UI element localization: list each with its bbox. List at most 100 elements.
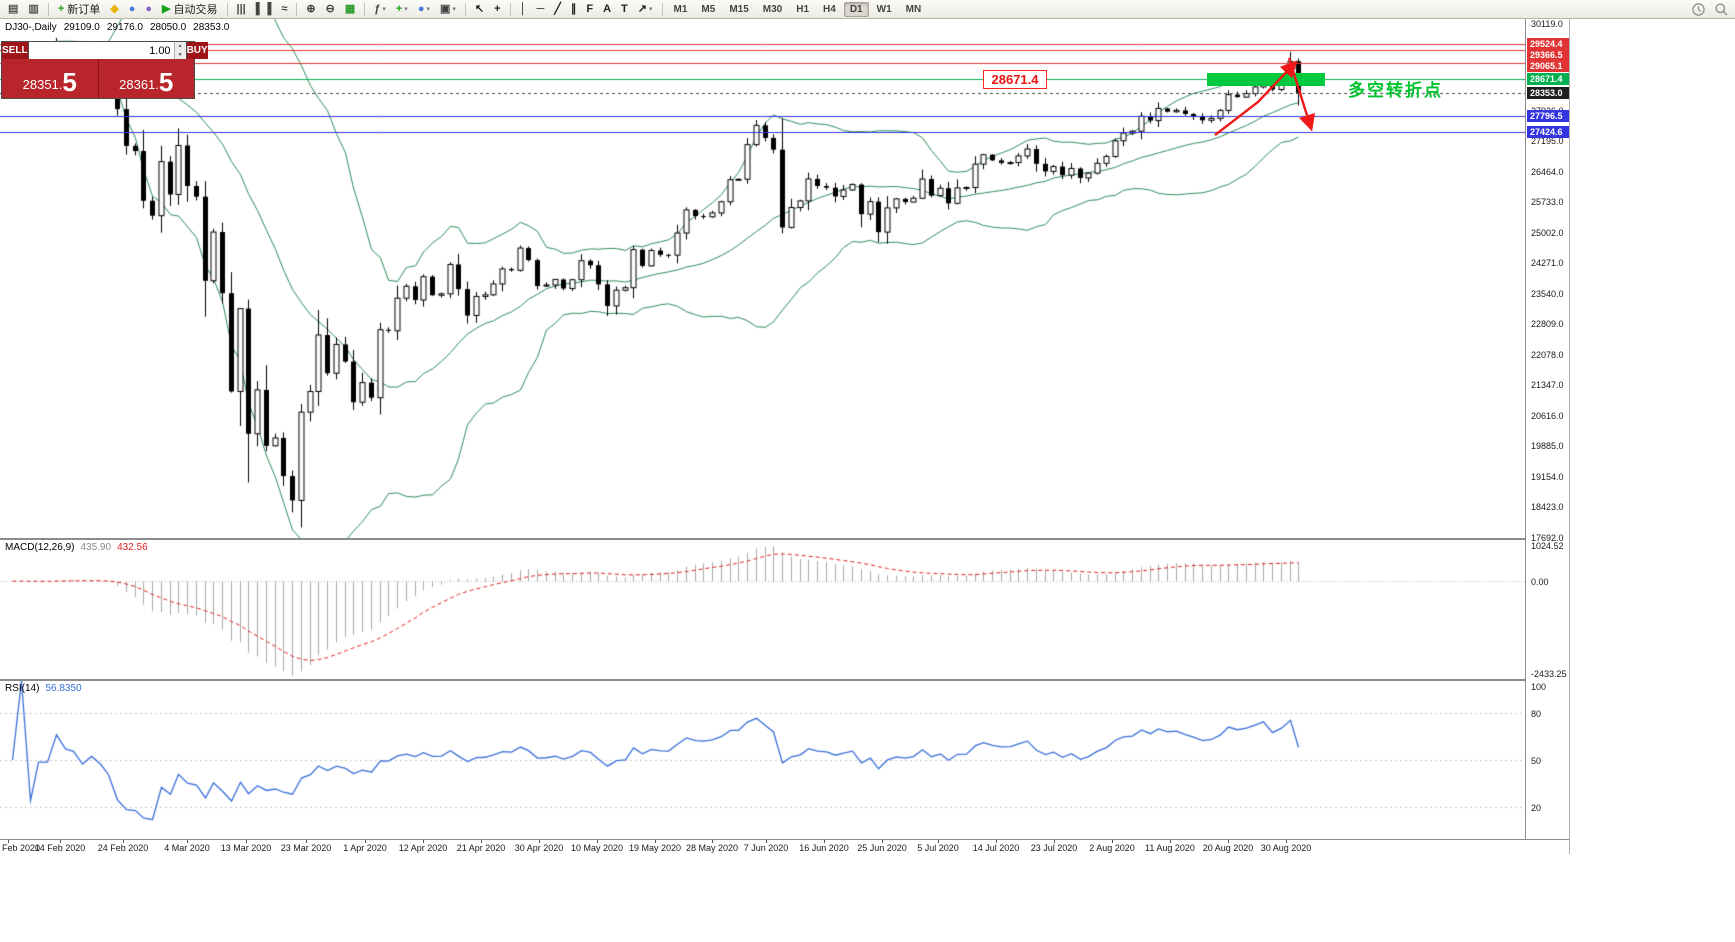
window-right-border (1569, 19, 1570, 854)
price-axis-tick: 17692.0 (1531, 533, 1564, 543)
line-chart-icon[interactable]: ≈ (281, 3, 288, 15)
mql5-market-icon[interactable]: ◆ (110, 3, 119, 15)
price-axis-tick: 25002.0 (1531, 227, 1564, 238)
timeframe-m15-button[interactable]: M15 (729, 3, 749, 15)
timeframe-h4-button[interactable]: H4 (823, 3, 836, 15)
arrows-icon[interactable]: ↗ ▾ (637, 3, 653, 15)
price-level-label[interactable]: 28671.4 (983, 70, 1047, 90)
macd-main-value: 435.90 (80, 542, 112, 553)
community-icon[interactable]: ● (128, 3, 136, 15)
volume-up-button[interactable]: ▲ (174, 42, 186, 51)
date-axis[interactable]: Feb 2020 14 Feb 2020 24 Feb 2020 4 Mar 2020… (0, 839, 1569, 854)
objects-list-icon[interactable]: ● ▾ (417, 3, 430, 15)
rsi-axis-level: 100 (1531, 682, 1547, 692)
date-axis-label: 7 Jun 2020 (743, 843, 789, 853)
macd-name: MACD(12,26,9) (5, 542, 75, 553)
price-axis-tick: 22078.0 (1531, 349, 1564, 360)
timeframe-m5-button[interactable]: M5 (701, 3, 716, 15)
text-icon[interactable]: A (603, 3, 612, 15)
buy-button[interactable]: BUY (186, 42, 208, 59)
timeframe-mn-button[interactable]: MN (905, 3, 922, 15)
date-axis-label: 20 Aug 2020 (1202, 843, 1254, 853)
price-line-tag: 29065.1 (1527, 59, 1569, 72)
price-line-tag: 29524.4 (1527, 37, 1569, 50)
price-axis[interactable]: 30119.029388.028657.027926.027195.026464… (1525, 19, 1569, 839)
grid-icon[interactable]: ▦ (344, 3, 356, 15)
volume-down-button[interactable]: ▼ (174, 50, 186, 59)
timeframe-w1-button[interactable]: W1 (876, 3, 892, 15)
new-order-button[interactable]: + 新订单 (57, 3, 101, 16)
falling-trend-arrow (1287, 57, 1316, 132)
zoom-in-icon[interactable]: ⊕ (306, 3, 316, 15)
date-axis-label: 25 Jun 2020 (857, 843, 907, 853)
date-axis-tick-mark (123, 840, 124, 843)
macd-panel-canvas[interactable] (0, 540, 1525, 679)
ideas-icon[interactable]: ● (145, 3, 153, 15)
rsi-axis-level: 80 (1531, 708, 1542, 719)
channel-icon[interactable]: ∥ (570, 3, 577, 15)
turning-point-note[interactable]: 多空转折点 (1348, 81, 1443, 101)
timeframe-d1-button[interactable]: D1 (843, 1, 869, 17)
text-label-icon[interactable]: T (621, 3, 628, 15)
date-axis-tick-mark (539, 840, 540, 843)
chart-profiles-icon[interactable]: ▥ (28, 3, 39, 15)
timeframe-h1-button[interactable]: H1 (796, 3, 810, 15)
date-axis-tick-mark (1170, 840, 1171, 843)
price-axis-tick: 23540.0 (1531, 288, 1564, 299)
bar-chart-icon[interactable]: ||| (236, 3, 246, 15)
date-axis-label: 28 May 2020 (685, 843, 739, 853)
volume-input[interactable] (28, 42, 174, 59)
date-axis-label: 2 Aug 2020 (1089, 843, 1135, 853)
macd-axis-zero: 0.00 (1531, 577, 1549, 588)
fibonacci-icon[interactable]: F (586, 3, 594, 15)
price-line-tag: 28671.4 (1527, 73, 1569, 86)
price-big-digit: 5 (62, 67, 77, 97)
price-integer-part: 28361. (119, 77, 159, 92)
autotrading-button[interactable]: ▶ 自动交易 (162, 3, 218, 16)
buy-price[interactable]: 28361. 5 (99, 59, 195, 98)
rsi-value: 56.8350 (45, 683, 82, 694)
volume-field: ▲ ▼ (27, 42, 187, 59)
ohlc-close: 28353.0 (193, 22, 230, 33)
toolbar-separator (464, 2, 466, 16)
trend-arrows[interactable] (1190, 40, 1340, 150)
price-line-tag: 27796.5 (1527, 109, 1569, 122)
zoom-out-icon[interactable]: ⊖ (325, 3, 335, 15)
new-chart-icon[interactable]: ▤ (8, 3, 19, 15)
cursor-icon[interactable]: ↖ (474, 3, 485, 15)
crosshair-icon[interactable]: + (494, 3, 501, 15)
rsi-axis-level: 50 (1531, 756, 1542, 766)
sell-price[interactable]: 28351. 5 (2, 59, 99, 98)
trendline-icon[interactable]: ╱ (554, 3, 561, 15)
clock-icon[interactable] (1691, 2, 1706, 17)
add-indicator-icon[interactable]: + ▾ (395, 3, 408, 15)
toolbar-separator (364, 2, 366, 16)
date-axis-tick-mark (938, 840, 939, 843)
toolbar-right-icons (1691, 2, 1729, 17)
timeframe-m1-button[interactable]: M1 (673, 3, 688, 15)
panel-separator-rsi[interactable] (0, 679, 1569, 681)
vertical-line-icon[interactable]: │ (519, 3, 527, 15)
panel-separator-macd[interactable] (0, 538, 1569, 540)
price-axis-tick: 24271.0 (1531, 258, 1564, 269)
indicators-list-icon[interactable]: ƒ ▾ (374, 3, 386, 15)
price-line-tag: 27424.6 (1527, 125, 1569, 138)
templates-icon[interactable]: ▣ ▾ (439, 3, 456, 15)
date-axis-label: 1 Apr 2020 (343, 843, 387, 853)
symbol-period-label: DJ30-,Daily (5, 22, 57, 33)
timeframe-m30-button[interactable]: M30 (762, 3, 783, 15)
date-axis-tick-mark (766, 840, 767, 843)
candlestick-chart-icon[interactable]: ▌▐ (255, 3, 272, 15)
date-axis-label: Feb 2020 (2, 843, 41, 853)
search-icon[interactable] (1714, 2, 1729, 17)
price-axis-tick: 20616.0 (1531, 410, 1564, 421)
price-axis-tick: 19154.0 (1531, 471, 1564, 482)
date-axis-tick-mark (246, 840, 247, 843)
main-toolbar: ▤ ▥ + 新订单 ◆ ● ● ▶ 自动交易 ||| ▌▐ ≈ ⊕ ⊖ ▦ ƒ ▾ + ▾ ● ▾ ▣ ▾ ↖ + │ ─ ╱ ∥ F A T… (0, 0, 1735, 19)
rsi-panel-canvas[interactable] (0, 681, 1525, 839)
price-chart-canvas[interactable] (0, 19, 1525, 538)
horizontal-line-icon[interactable]: ─ (536, 3, 545, 15)
date-axis-label: 5 Jul 2020 (917, 843, 959, 853)
sell-button[interactable]: SELL (2, 42, 28, 59)
one-click-trading-panel: SELL ▲ ▼ BUY 28351.5 28361.5 (1, 41, 208, 99)
